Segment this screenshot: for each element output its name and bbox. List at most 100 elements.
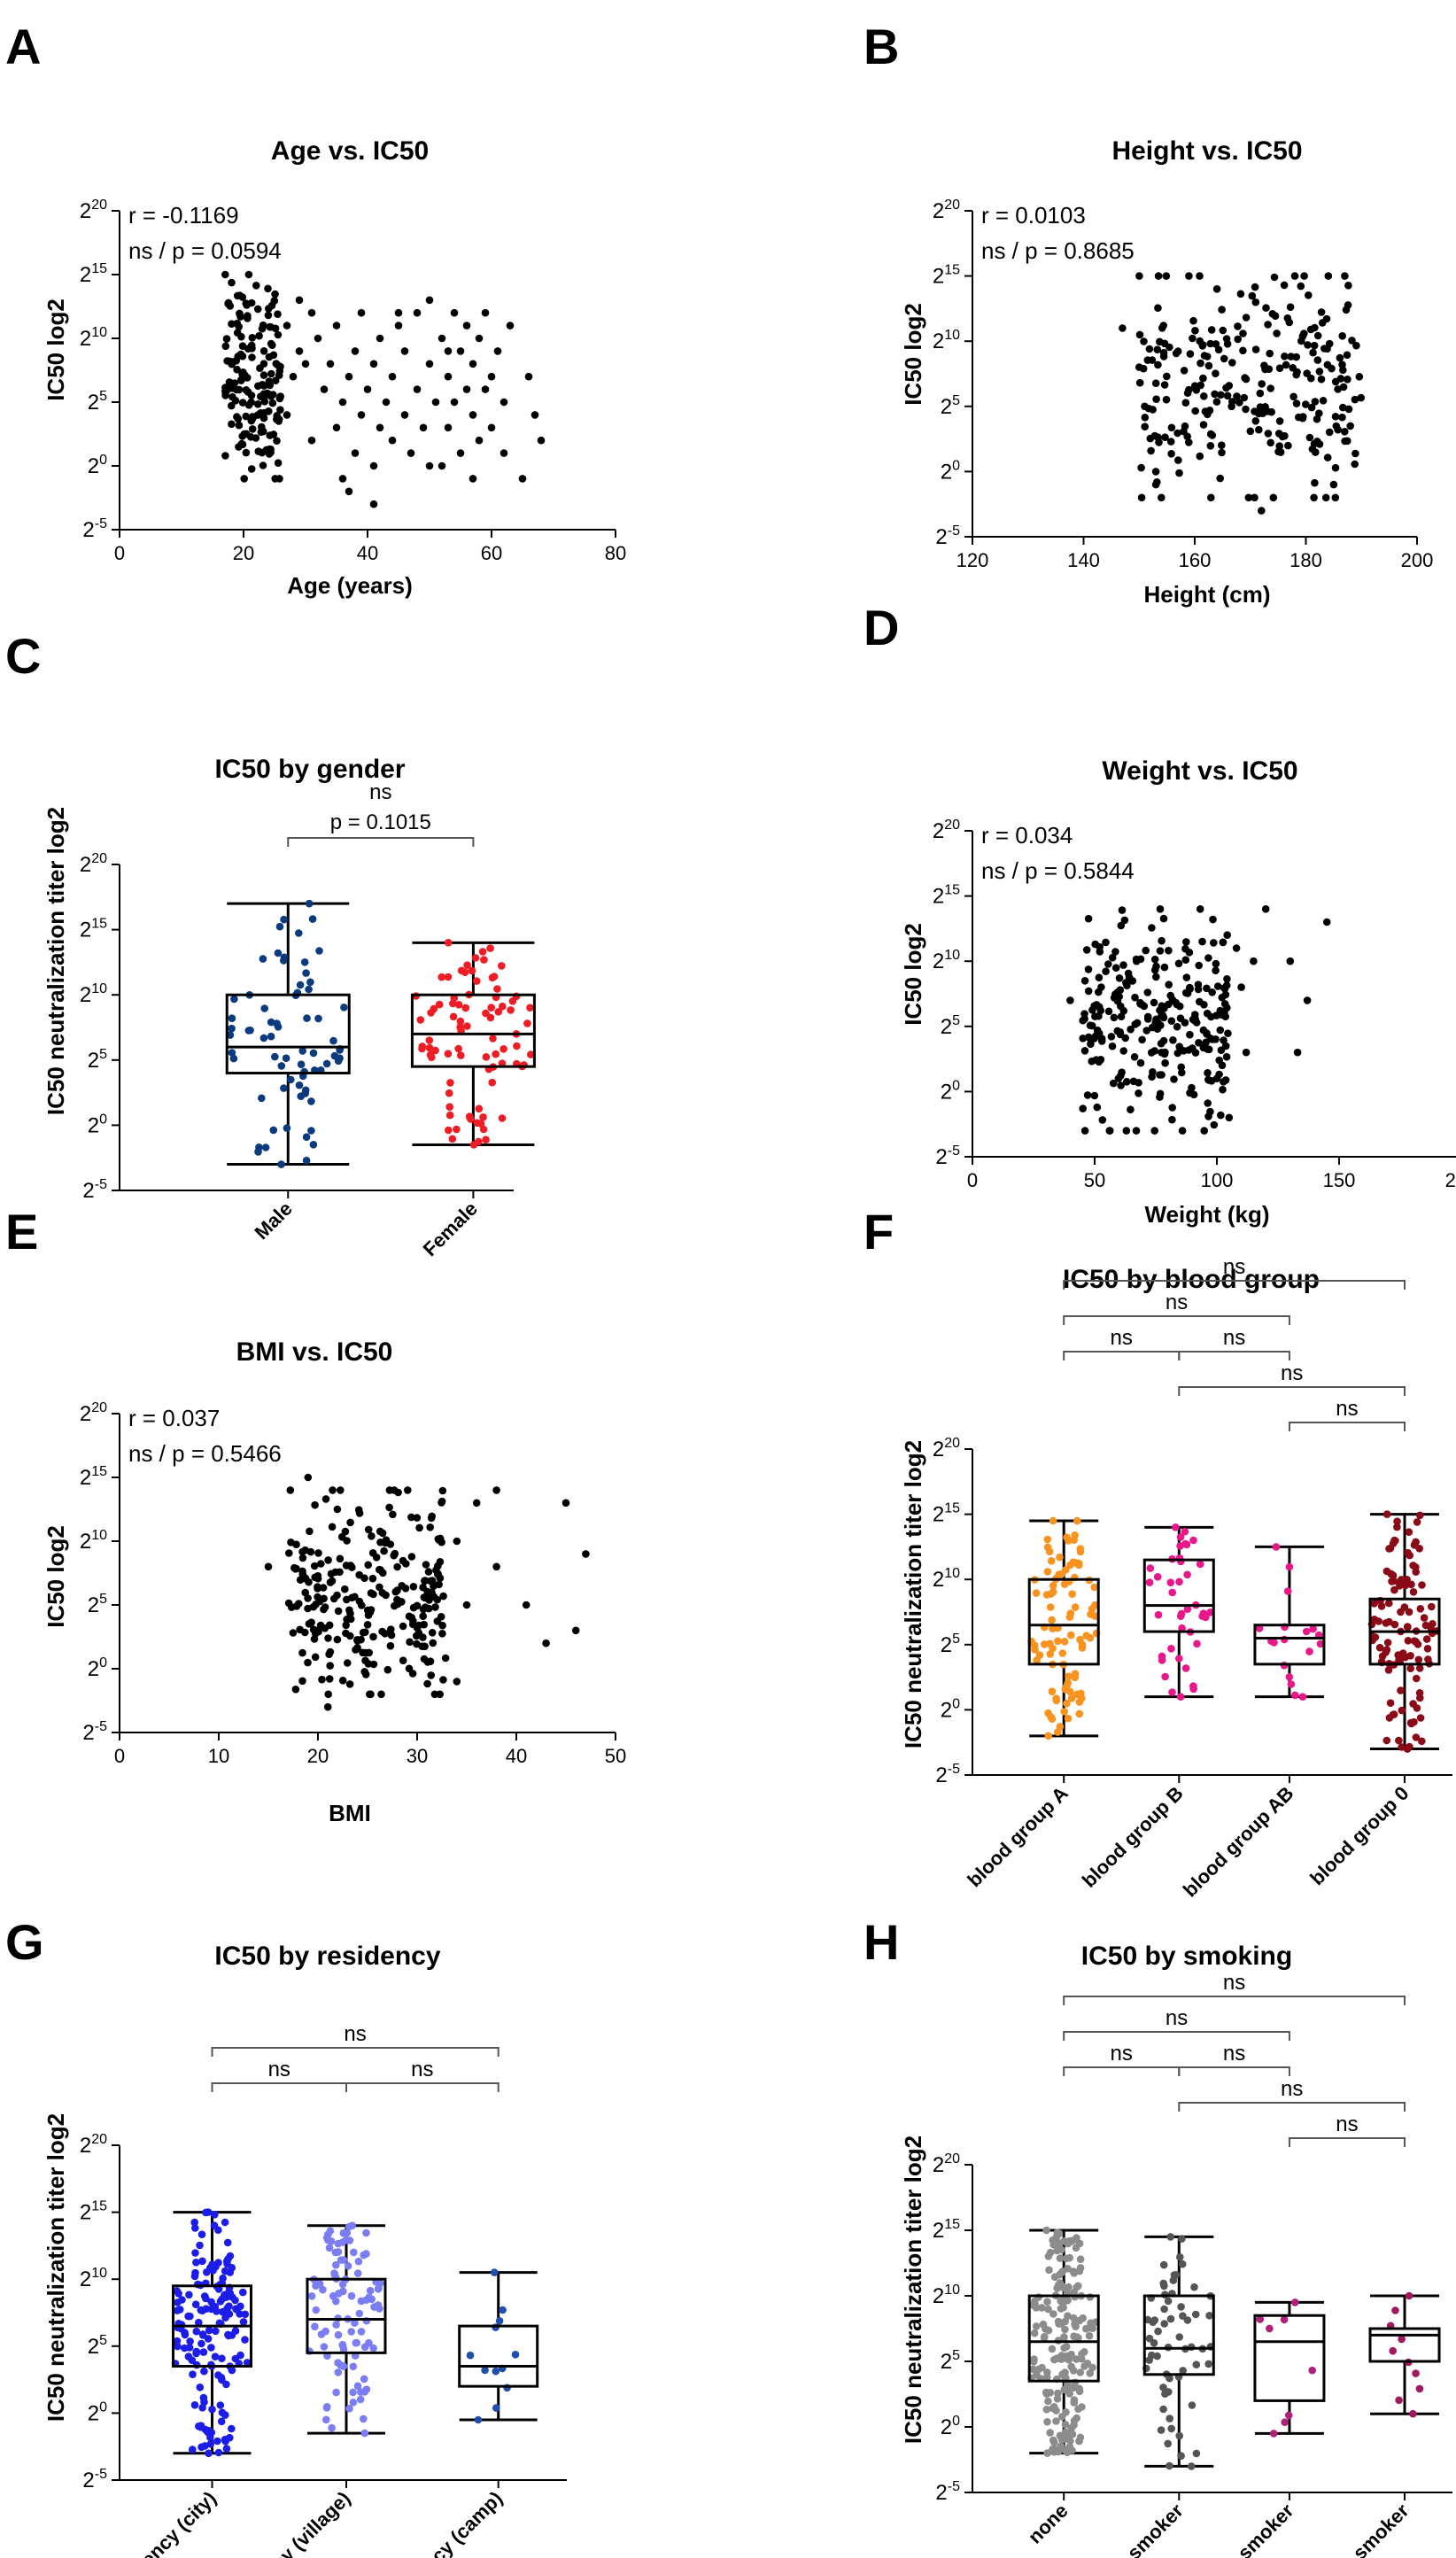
data-point [265, 377, 274, 385]
data-point [368, 1532, 376, 1540]
data-point [347, 2328, 356, 2336]
data-point [1070, 2269, 1078, 2277]
data-point [1312, 448, 1320, 456]
data-point [192, 2327, 201, 2336]
data-point [1383, 1639, 1392, 1647]
data-point [222, 2380, 230, 2389]
data-point [480, 956, 488, 964]
data-point [349, 2399, 358, 2407]
category-label: residency (village) [219, 2487, 354, 2558]
data-point [1150, 965, 1159, 974]
data-point [1084, 965, 1093, 973]
data-point [1305, 291, 1313, 299]
data-point [1385, 1599, 1393, 1608]
data-point [394, 308, 403, 317]
data-point [280, 1084, 288, 1092]
data-point [431, 1603, 439, 1611]
data-point [237, 332, 245, 341]
data-point [350, 2248, 358, 2257]
data-point [1166, 438, 1175, 446]
data-point [368, 1574, 377, 1583]
data-point [1104, 960, 1112, 968]
data-point [271, 475, 280, 483]
data-point [317, 2330, 326, 2338]
data-point [506, 322, 515, 329]
data-point [1111, 964, 1120, 972]
data-point [1057, 2268, 1065, 2277]
data-point [1088, 1006, 1096, 1014]
data-point [1421, 1621, 1430, 1630]
data-point [1338, 360, 1346, 369]
data-point [1181, 1664, 1190, 1672]
data-point [1311, 398, 1320, 406]
data-point [492, 1562, 500, 1571]
data-point [1212, 369, 1220, 378]
y-tick-base: 2 [933, 1503, 944, 1527]
data-point [1204, 1099, 1212, 1107]
data-point [1041, 1640, 1049, 1648]
data-point [1173, 429, 1181, 438]
data-point [456, 1017, 465, 1026]
data-point [1317, 308, 1326, 316]
data-point [1053, 2229, 1062, 2236]
data-point [1286, 957, 1295, 965]
y-tick-label: 2-5 [82, 516, 107, 542]
data-point [1150, 955, 1159, 964]
data-point [192, 2259, 200, 2267]
y-tick-label: 2-5 [935, 1762, 960, 1787]
y-tick-base: 2 [933, 885, 944, 909]
data-point [1220, 984, 1228, 992]
data-point [222, 335, 231, 343]
data-point [1180, 367, 1189, 375]
data-point [201, 2442, 209, 2450]
data-point [1189, 1090, 1198, 1099]
data-point [214, 2285, 223, 2293]
data-point [388, 436, 397, 445]
data-point [228, 420, 236, 429]
data-point [427, 1009, 435, 1017]
y-tick-base: 2 [88, 2401, 99, 2425]
data-point [370, 2303, 378, 2311]
data-point [1185, 438, 1193, 446]
data-point [356, 2395, 365, 2404]
data-point [283, 322, 291, 329]
data-point [1079, 1105, 1087, 1112]
data-point [254, 447, 263, 455]
data-point [1166, 991, 1174, 1000]
data-point [367, 1589, 376, 1597]
data-point [228, 2366, 236, 2375]
data-point [1221, 1076, 1230, 1084]
y-tick-base: 2 [88, 391, 99, 415]
data-point [234, 415, 243, 423]
data-point [423, 1679, 431, 1688]
data-point [1192, 2449, 1201, 2458]
data-point [1046, 2429, 1054, 2437]
data-point [378, 1529, 387, 1538]
data-point [1196, 452, 1204, 461]
data-point [1062, 1566, 1070, 1574]
data-point [1054, 2389, 1062, 2398]
data-point [1196, 1560, 1204, 1569]
data-point [1270, 1639, 1278, 1647]
data-point [346, 1518, 354, 1527]
data-point [1156, 905, 1165, 913]
data-point [439, 1592, 447, 1601]
data-point [1325, 428, 1334, 437]
data-point [237, 439, 246, 448]
data-point [1071, 1531, 1079, 1539]
significance-bracket [211, 2082, 347, 2092]
data-point [1131, 993, 1139, 1002]
data-point [1040, 2334, 1049, 2342]
data-point [271, 290, 279, 298]
data-point [431, 398, 440, 407]
data-point [363, 385, 372, 393]
data-point [1418, 1737, 1426, 1746]
data-point [437, 1613, 445, 1621]
data-point [468, 966, 476, 975]
data-point [1334, 385, 1342, 393]
data-point [1313, 356, 1322, 364]
data-point [290, 1563, 298, 1572]
data-point [1153, 2352, 1161, 2360]
data-point [1048, 1715, 1057, 1723]
y-tick-exponent: 0 [99, 453, 107, 468]
